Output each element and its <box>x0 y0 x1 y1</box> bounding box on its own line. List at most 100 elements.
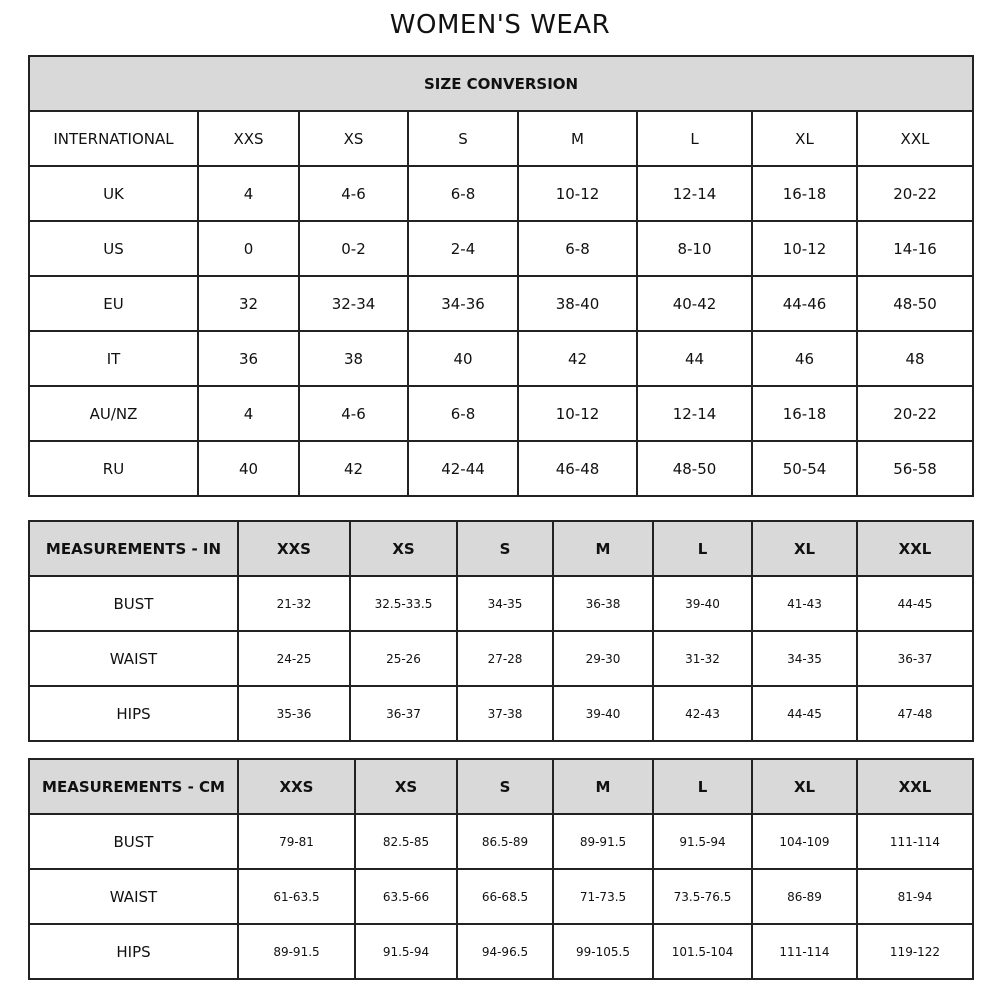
column-header: L <box>652 520 753 577</box>
table-cell: 4 <box>197 385 300 442</box>
table-cell: 12-14 <box>636 165 753 222</box>
table-cell: 44 <box>636 330 753 387</box>
column-header: M <box>552 758 654 815</box>
table-cell: 6-8 <box>407 385 519 442</box>
table-cell: 111-114 <box>856 813 974 870</box>
table-cell: 0 <box>197 220 300 277</box>
measurements-cm-table: MEASUREMENTS - CM XXS XS S M L XL XXL BUST 79-81 8… <box>28 758 974 980</box>
table-row: US 0 0-2 2-4 6-8 8-10 10-12 14-16 <box>28 220 975 277</box>
table-cell: 6-8 <box>407 165 519 222</box>
table-cell: 89-91.5 <box>237 923 356 980</box>
row-label: US <box>28 220 199 277</box>
table-cell: 36-38 <box>552 575 654 632</box>
row-label: EU <box>28 275 199 332</box>
table-cell: 91.5-94 <box>354 923 458 980</box>
column-header: MEASUREMENTS - IN <box>28 520 239 577</box>
table-cell: 39-40 <box>552 685 654 742</box>
table-cell: 36-37 <box>349 685 458 742</box>
table-cell: 89-91.5 <box>552 813 654 870</box>
table-cell: 86.5-89 <box>456 813 554 870</box>
column-header: XL <box>751 520 858 577</box>
column-header: XXL <box>856 758 974 815</box>
table-row: AU/NZ 4 4-6 6-8 10-12 12-14 16-18 20-22 <box>28 385 975 442</box>
column-header: S <box>407 110 519 167</box>
table-cell: 4 <box>197 165 300 222</box>
table-cell: 14-16 <box>855 220 975 277</box>
table-row: BUST 79-81 82.5-85 86.5-89 89-91.5 91.5-94 104… <box>28 813 974 870</box>
table-cell: 91.5-94 <box>652 813 753 870</box>
column-header: XXS <box>237 520 351 577</box>
column-header: S <box>456 758 554 815</box>
header-row: MEASUREMENTS - CM XXS XS S M L XL XXL <box>28 758 974 815</box>
table-cell: 36-37 <box>856 630 974 687</box>
column-header: XXL <box>856 520 974 577</box>
table-cell: 44-45 <box>751 685 858 742</box>
table-cell: 99-105.5 <box>552 923 654 980</box>
table-title-row: SIZE CONVERSION <box>27 55 975 112</box>
column-header: XS <box>354 758 458 815</box>
row-label: WAIST <box>28 630 239 687</box>
table-cell: 38-40 <box>517 275 638 332</box>
table-cell: 42-43 <box>652 685 753 742</box>
table-row: HIPS 35-36 36-37 37-38 39-40 42-43 44-45 47-48 <box>28 685 974 742</box>
table-cell: 8-10 <box>636 220 753 277</box>
table-title: SIZE CONVERSION <box>27 55 975 112</box>
table-row: IT 36 38 40 42 44 46 48 <box>28 330 975 387</box>
table-cell: 36 <box>197 330 300 387</box>
table-cell: 20-22 <box>855 385 975 442</box>
table-cell: 4-6 <box>298 165 409 222</box>
column-header: MEASUREMENTS - CM <box>28 758 239 815</box>
table-cell: 24-25 <box>237 630 351 687</box>
column-header: XXS <box>237 758 356 815</box>
table-cell: 32 <box>197 275 300 332</box>
column-header: XS <box>298 110 409 167</box>
table-cell: 4-6 <box>298 385 409 442</box>
table-cell: 50-54 <box>751 440 858 497</box>
table-cell: 79-81 <box>237 813 356 870</box>
table-row: EU 32 32-34 34-36 38-40 40-42 44-46 48-50 <box>28 275 975 332</box>
table-cell: 2-4 <box>407 220 519 277</box>
column-header: XXS <box>197 110 300 167</box>
row-label: AU/NZ <box>28 385 199 442</box>
table-cell: 39-40 <box>652 575 753 632</box>
table-cell: 40 <box>407 330 519 387</box>
size-conversion-table: SIZE CONVERSION INTERNATIONAL XXS XS S M L XL XX… <box>27 55 975 497</box>
column-header: XL <box>751 758 858 815</box>
column-header: XL <box>751 110 858 167</box>
table-cell: 101.5-104 <box>652 923 753 980</box>
table-cell: 16-18 <box>751 165 858 222</box>
table-cell: 38 <box>298 330 409 387</box>
table-cell: 104-109 <box>751 813 858 870</box>
table-cell: 16-18 <box>751 385 858 442</box>
table-row: HIPS 89-91.5 91.5-94 94-96.5 99-105.5 101.5-1… <box>28 923 974 980</box>
table-cell: 34-36 <box>407 275 519 332</box>
table-cell: 29-30 <box>552 630 654 687</box>
table-cell: 10-12 <box>517 165 638 222</box>
table-cell: 32.5-33.5 <box>349 575 458 632</box>
row-label: BUST <box>28 813 239 870</box>
column-header: S <box>456 520 554 577</box>
table-cell: 10-12 <box>751 220 858 277</box>
table-cell: 44-45 <box>856 575 974 632</box>
table-cell: 40-42 <box>636 275 753 332</box>
table-cell: 46 <box>751 330 858 387</box>
table-cell: 20-22 <box>855 165 975 222</box>
row-label: HIPS <box>28 685 239 742</box>
table-cell: 42-44 <box>407 440 519 497</box>
table-row: RU 40 42 42-44 46-48 48-50 50-54 56-58 <box>28 440 975 497</box>
table-cell: 46-48 <box>517 440 638 497</box>
table-cell: 32-34 <box>298 275 409 332</box>
table-cell: 71-73.5 <box>552 868 654 925</box>
row-label: RU <box>28 440 199 497</box>
table-cell: 34-35 <box>456 575 554 632</box>
column-header: L <box>636 110 753 167</box>
table-cell: 40 <box>197 440 300 497</box>
table-cell: 48 <box>855 330 975 387</box>
table-cell: 6-8 <box>517 220 638 277</box>
table-row: WAIST 61-63.5 63.5-66 66-68.5 71-73.5 73.5-76… <box>28 868 974 925</box>
table-cell: 48-50 <box>855 275 975 332</box>
page-title: WOMEN'S WEAR <box>389 10 611 40</box>
table-cell: 42 <box>517 330 638 387</box>
header-row: MEASUREMENTS - IN XXS XS S M L XL XXL <box>28 520 974 577</box>
measurements-in-table: MEASUREMENTS - IN XXS XS S M L XL XXL BUST 21-32 3… <box>28 520 974 742</box>
